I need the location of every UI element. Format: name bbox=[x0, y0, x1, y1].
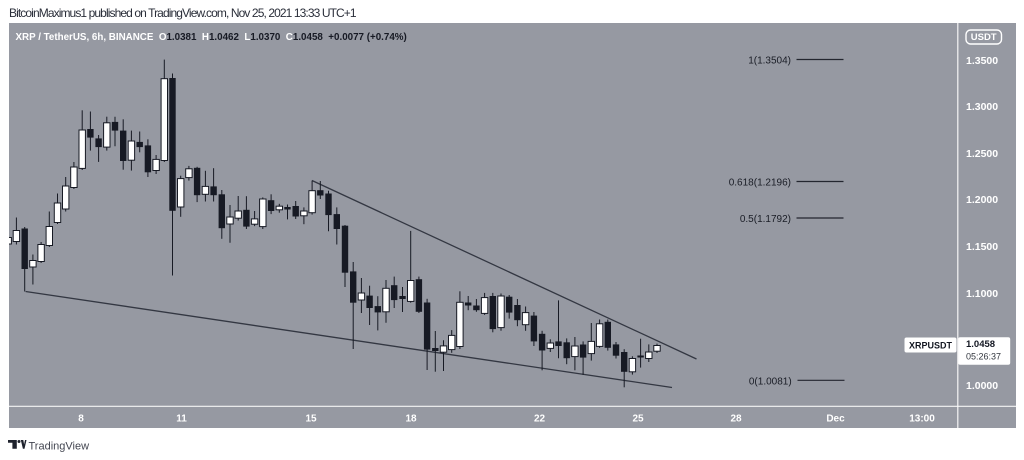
svg-text:28: 28 bbox=[730, 414, 742, 425]
svg-text:1.2500: 1.2500 bbox=[966, 148, 998, 160]
svg-text:0(1.0081): 0(1.0081) bbox=[749, 376, 792, 387]
svg-text:1(1.3504): 1(1.3504) bbox=[748, 56, 791, 67]
svg-text:1.3000: 1.3000 bbox=[966, 101, 998, 113]
svg-text:05:26:37: 05:26:37 bbox=[966, 352, 1001, 362]
svg-text:13:00: 13:00 bbox=[909, 414, 935, 425]
svg-text:0.618(1.2196): 0.618(1.2196) bbox=[729, 178, 791, 189]
svg-text:11: 11 bbox=[176, 414, 187, 425]
svg-text:TradingView: TradingView bbox=[29, 440, 90, 452]
svg-text:XRPUSDT: XRPUSDT bbox=[909, 340, 953, 350]
svg-text:18: 18 bbox=[405, 414, 417, 425]
svg-text:1.1500: 1.1500 bbox=[966, 241, 998, 253]
svg-text:1.1000: 1.1000 bbox=[966, 288, 998, 300]
svg-text:15: 15 bbox=[305, 414, 317, 425]
svg-text:22: 22 bbox=[534, 414, 546, 425]
svg-text:25: 25 bbox=[632, 414, 644, 425]
svg-text:0.5(1.1792): 0.5(1.1792) bbox=[740, 214, 791, 225]
svg-text:XRP / TetherUS, 6h, BINANCE O: XRP / TetherUS, 6h, BINANCE O1.0381 H1.0… bbox=[16, 32, 407, 43]
svg-text:1.0458: 1.0458 bbox=[966, 339, 995, 350]
svg-text:1.3500: 1.3500 bbox=[966, 55, 998, 67]
svg-text:1.0000: 1.0000 bbox=[966, 380, 998, 392]
svg-text:Dec: Dec bbox=[826, 414, 845, 425]
svg-text:8: 8 bbox=[78, 414, 84, 425]
svg-text:1.2000: 1.2000 bbox=[966, 194, 998, 206]
svg-text:USDT: USDT bbox=[971, 32, 997, 43]
